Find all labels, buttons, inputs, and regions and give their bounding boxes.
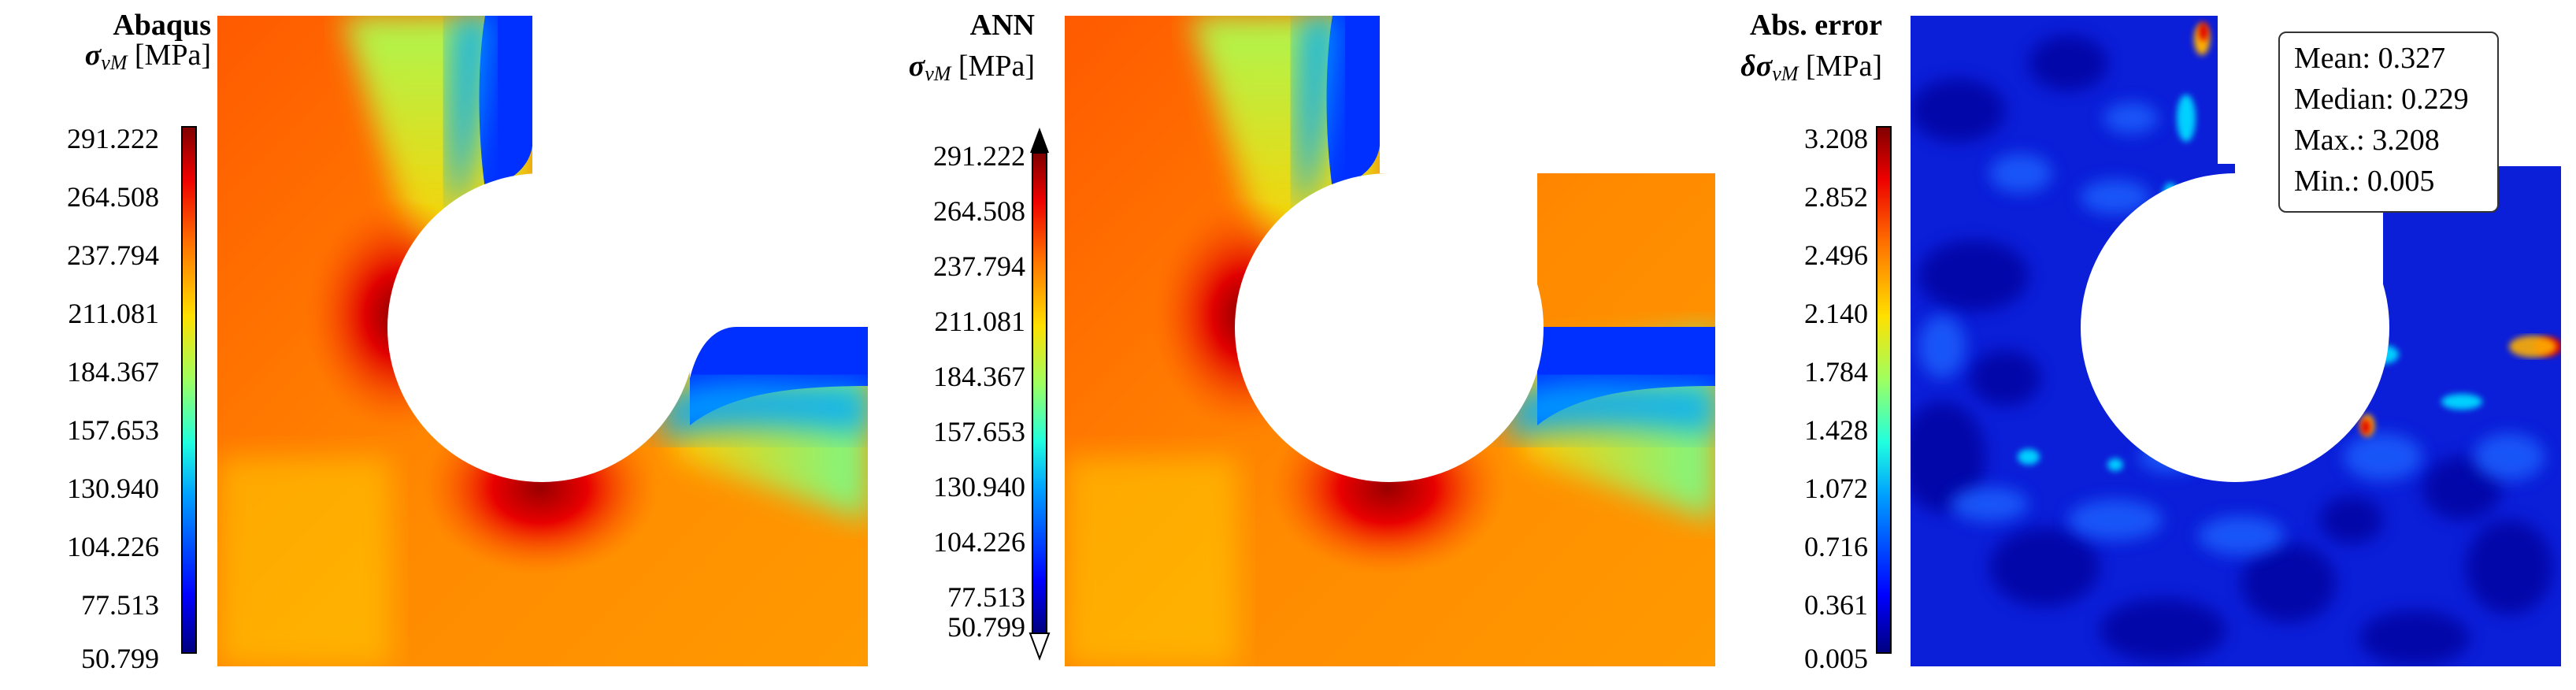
tick-label: 0.716 [1804, 531, 1868, 562]
tick-label: 2.140 [1804, 298, 1868, 329]
stat-max: Max.: 3.208 [2294, 124, 2440, 157]
tick-label: 2.852 [1804, 181, 1868, 213]
colorbar-label: σvM [MPa] [827, 49, 1035, 86]
tick-label: 104.226 [933, 526, 1025, 558]
tick-label: 264.508 [933, 195, 1025, 227]
stat-median: Median: 0.229 [2294, 83, 2469, 116]
symbol: σ [84, 39, 102, 72]
stat-min: Min.: 0.005 [2294, 165, 2435, 198]
tick-label: 291.222 [933, 140, 1025, 172]
unit: [MPa] [958, 50, 1035, 83]
error-statistics-legend: Mean: 0.327 Median: 0.229 Max.: 3.208 Mi… [2278, 32, 2499, 213]
tick-label: 211.081 [934, 306, 1025, 337]
tick-label: 1.784 [1804, 356, 1868, 388]
tick-label: 0.005 [1804, 643, 1868, 674]
stat-mean: Mean: 0.327 [2294, 42, 2446, 75]
tick-label: 50.799 [947, 611, 1025, 643]
panel-title: ANN [969, 9, 1035, 42]
symbol: δσ [1740, 50, 1773, 83]
extend-min-arrow [1029, 632, 1051, 661]
tick-label: 157.653 [933, 416, 1025, 447]
tick-label: 50.799 [81, 643, 159, 674]
tick-label: 130.940 [933, 471, 1025, 503]
panel-title: Abaqus [113, 9, 211, 42]
colorbar-label: δσvM [MPa] [1677, 49, 1882, 86]
unit: [MPa] [134, 39, 211, 72]
tick-label: 104.226 [67, 531, 159, 562]
tick-label: 2.496 [1804, 239, 1868, 271]
tick-label: 0.361 [1804, 589, 1868, 621]
tick-label: 291.222 [67, 123, 159, 154]
tick-label: 3.208 [1804, 123, 1868, 154]
stress-field-abaqus [217, 16, 868, 666]
tick-label: 237.794 [933, 250, 1025, 282]
tick-label: 130.940 [67, 473, 159, 504]
stress-field-ann [1065, 16, 1715, 666]
tick-label: 184.367 [67, 356, 159, 388]
tick-label: 1.072 [1804, 473, 1868, 504]
subscript: vM [1772, 62, 1799, 85]
colorbar [1029, 128, 1051, 661]
tick-label: 77.513 [947, 581, 1025, 613]
tick-label: 157.653 [67, 414, 159, 446]
tick-label: 1.428 [1804, 414, 1868, 446]
symbol: σ [908, 50, 925, 83]
subscript: vM [925, 62, 951, 85]
colorbar [1876, 126, 1892, 654]
extend-max-arrow [1030, 128, 1049, 153]
tick-label: 77.513 [81, 589, 159, 621]
tick-label: 211.081 [68, 298, 159, 329]
panel-title: Abs. error [1749, 9, 1882, 42]
tick-label: 184.367 [933, 361, 1025, 392]
subscript: vM [101, 51, 128, 74]
tick-label: 237.794 [67, 239, 159, 271]
error-field [1911, 16, 2561, 666]
colorbar-label: σvM [MPa] [8, 38, 211, 75]
tick-label: 264.508 [67, 181, 159, 213]
unit: [MPa] [1805, 50, 1882, 83]
colorbar [181, 126, 197, 654]
